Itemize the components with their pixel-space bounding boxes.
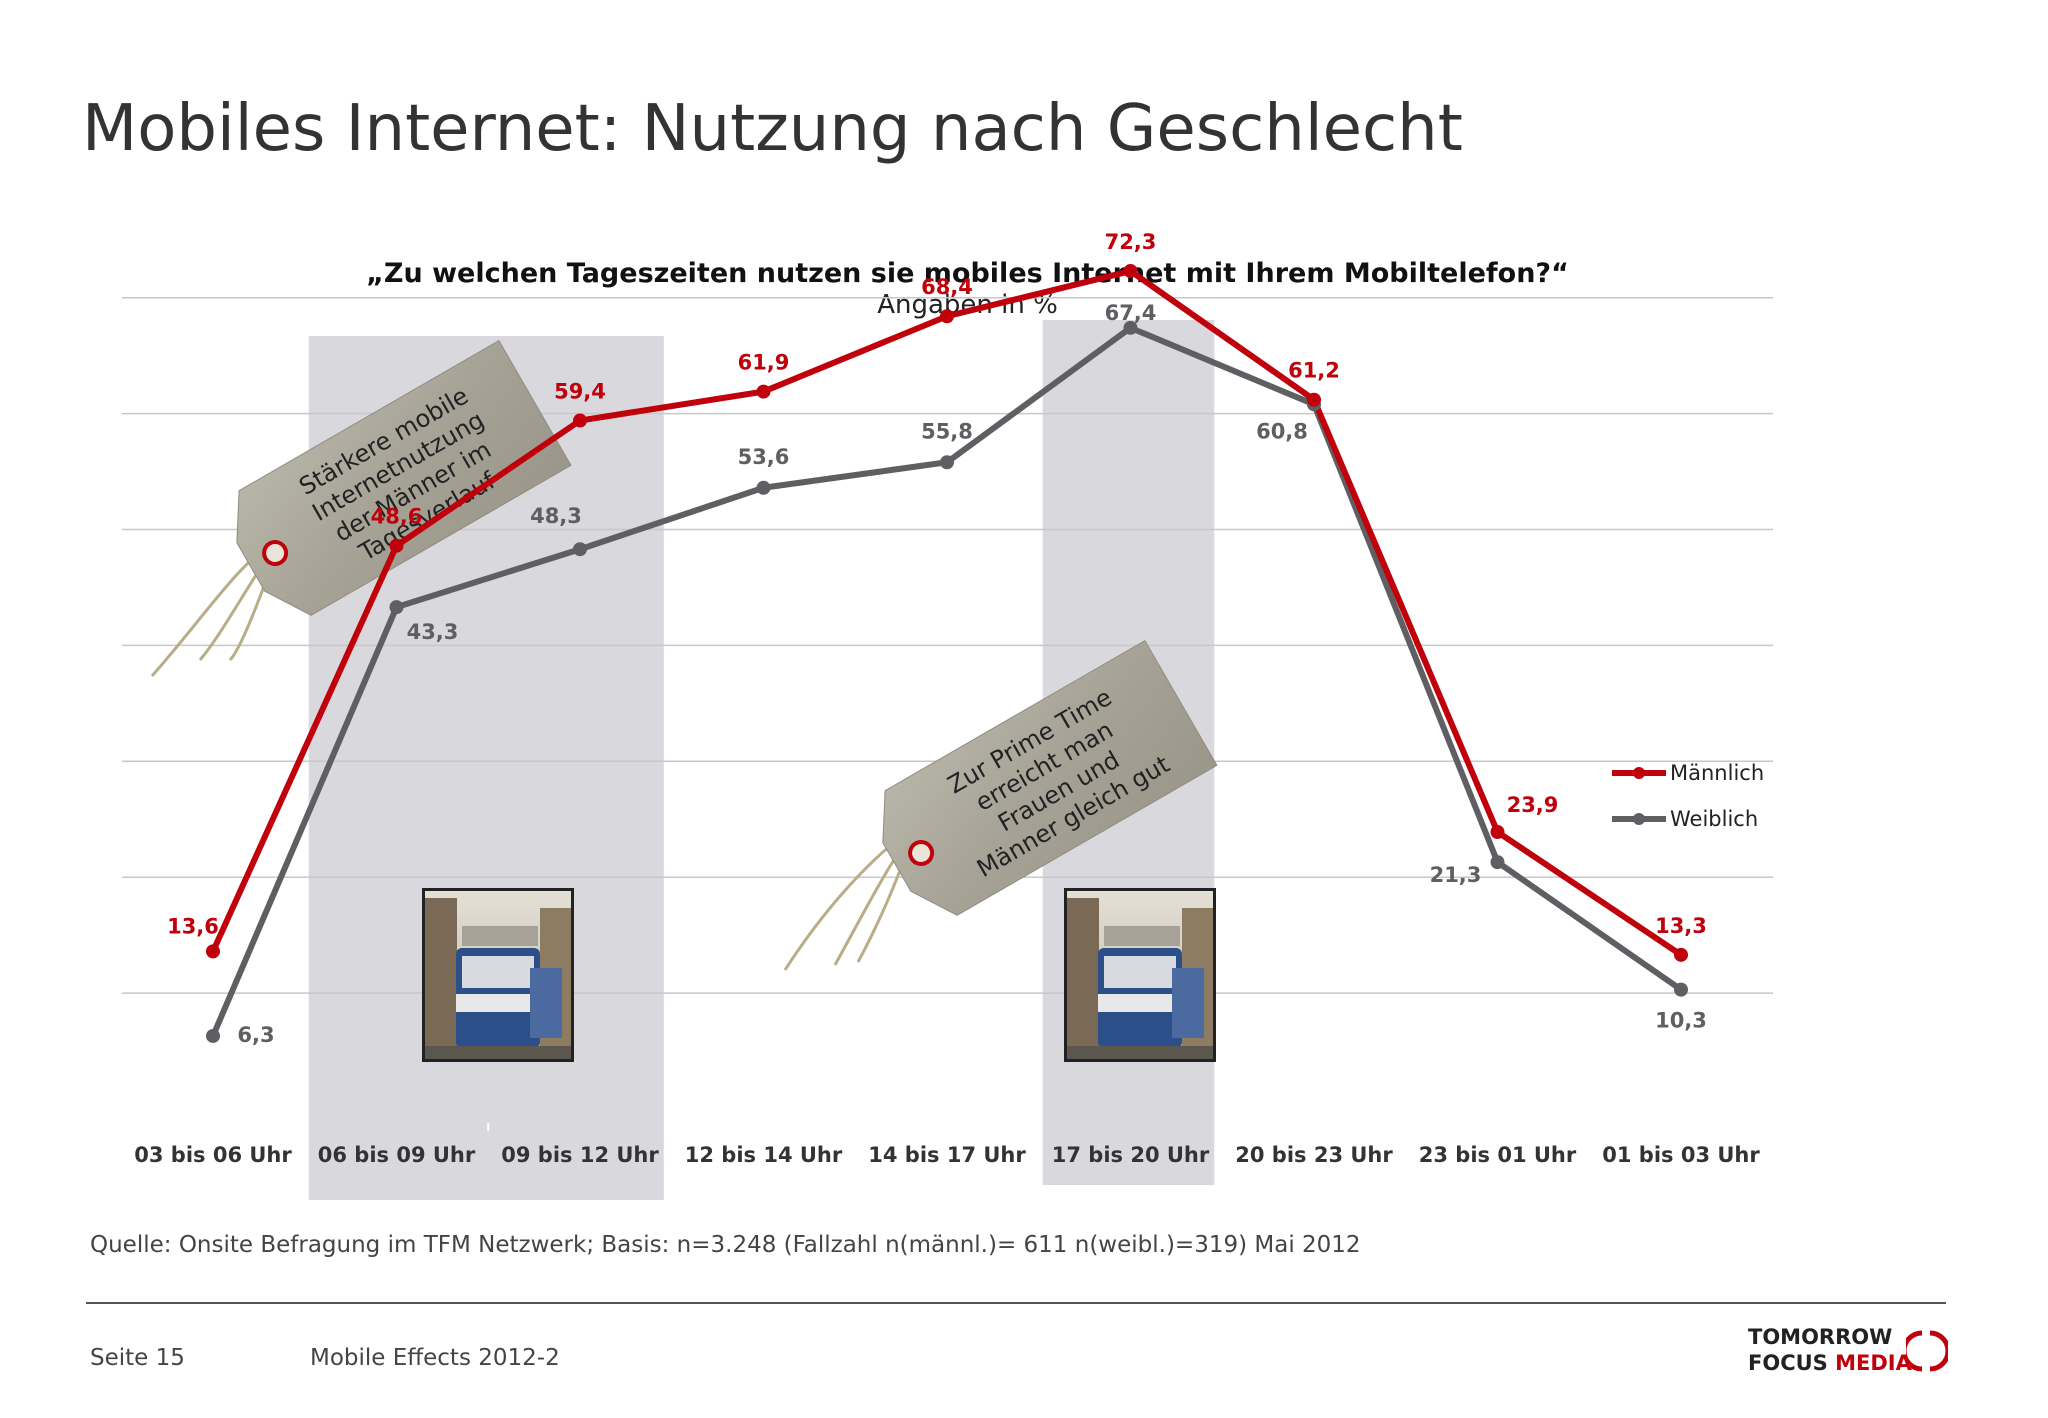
data-label: 61,2 <box>1288 359 1340 383</box>
report-name: Mobile Effects 2012-2 <box>310 1345 560 1371</box>
logo-mark-icon <box>1906 1330 1948 1372</box>
page-title: Mobiles Internet: Nutzung nach Geschlech… <box>82 92 1463 166</box>
data-point-weiblich <box>206 1028 220 1043</box>
legend-marker <box>1633 813 1645 825</box>
legend-label: Männlich <box>1670 761 1764 785</box>
data-label: 10,3 <box>1655 1009 1707 1033</box>
street <box>1067 1046 1213 1059</box>
tram-photo <box>1064 888 1216 1062</box>
data-label: 48,3 <box>530 504 582 528</box>
tag-eyelet <box>262 540 289 566</box>
tag-shape <box>236 339 572 616</box>
x-axis-labels: 03 bis 06 Uhr 06 bis 09 Uhr 09 bis 12 Uhr 1… <box>134 1143 1760 1167</box>
data-point-weiblich <box>940 455 954 470</box>
data-point-weiblich <box>756 480 771 495</box>
data-point-maennlich <box>1490 824 1505 839</box>
data-label: 55,8 <box>921 419 973 443</box>
data-point-maennlich <box>1307 392 1321 407</box>
data-point-maennlich <box>1123 264 1138 279</box>
data-label: 43,3 <box>407 620 459 644</box>
data-label: 21,3 <box>1430 863 1482 887</box>
data-label: 23,9 <box>1507 793 1559 817</box>
tram-stripe <box>1098 994 1182 1012</box>
source-note: Quelle: Onsite Befragung im TFM Netzwerk… <box>90 1232 1361 1258</box>
data-point-maennlich <box>206 944 220 959</box>
tram-window <box>462 956 534 988</box>
data-labels: 6,3 43,3 48,3 53,6 55,8 67,4 60,8 21,3 10,3 13,6 4… <box>167 230 1707 1047</box>
data-point-maennlich <box>1674 947 1688 962</box>
data-label: 67,4 <box>1105 301 1157 325</box>
x-tick-label: 06 bis 09 Uhr <box>318 1143 476 1167</box>
data-label: 48,6 <box>371 505 423 529</box>
data-point-maennlich <box>573 413 587 428</box>
tram-window <box>1104 956 1176 988</box>
x-tick-label: 23 bis 01 Uhr <box>1419 1143 1577 1167</box>
data-label: 72,3 <box>1105 230 1157 254</box>
data-label: 68,4 <box>921 275 973 299</box>
tram-photo <box>422 888 574 1062</box>
building-mid <box>1104 926 1180 946</box>
building-left <box>425 898 457 1048</box>
data-point-weiblich <box>1490 855 1505 870</box>
data-label: 13,3 <box>1655 914 1707 938</box>
data-label: 53,6 <box>738 445 790 469</box>
data-label: 59,4 <box>554 380 606 404</box>
data-point-weiblich <box>1674 982 1688 997</box>
logo-line1: TOMORROW <box>1748 1325 1893 1349</box>
data-point-weiblich <box>573 542 587 557</box>
data-point-maennlich <box>940 309 954 324</box>
legend-label: Weiblich <box>1670 807 1758 831</box>
data-point-weiblich <box>389 600 404 615</box>
x-tick-label: 01 bis 03 Uhr <box>1602 1143 1760 1167</box>
legend-marker <box>1633 767 1645 779</box>
data-point-maennlich <box>756 384 771 399</box>
building-left <box>1067 898 1099 1048</box>
x-tick-label: 12 bis 14 Uhr <box>685 1143 843 1167</box>
series-points <box>206 264 1688 1043</box>
footer-divider <box>86 1302 1946 1304</box>
tag-shape <box>882 639 1218 916</box>
data-point-weiblich <box>1123 320 1138 335</box>
data-label: 6,3 <box>237 1023 274 1047</box>
logo-focus: FOCUS <box>1748 1351 1836 1375</box>
chart-question: „Zu welchen Tageszeiten nutzen sie mobil… <box>366 258 1569 289</box>
street <box>425 1046 571 1059</box>
logo-media: MEDIA <box>1835 1351 1912 1375</box>
building-mid <box>462 926 538 946</box>
page-number: Seite 15 <box>90 1345 185 1371</box>
logo-line2: FOCUS MEDIA <box>1748 1351 1912 1375</box>
legend: Männlich Weiblich <box>1612 761 1764 831</box>
tram-stripe <box>456 994 540 1012</box>
x-tick-label: 17 bis 20 Uhr <box>1052 1143 1210 1167</box>
company-logo: TOMORROW FOCUS MEDIA <box>1748 1325 1948 1375</box>
tram-photos <box>422 888 1216 1062</box>
data-label: 13,6 <box>167 914 219 938</box>
data-label: 61,9 <box>738 351 790 375</box>
x-tick-label: 09 bis 12 Uhr <box>501 1143 659 1167</box>
x-tick-label: 20 bis 23 Uhr <box>1235 1143 1393 1167</box>
line-chart: Stärkere mobileInternetnutzungder Männer… <box>120 230 1774 1200</box>
tag-eyelet <box>908 840 935 866</box>
tram-rear <box>530 968 562 1038</box>
data-point-maennlich <box>389 538 404 553</box>
x-tick-label: 14 bis 17 Uhr <box>868 1143 1026 1167</box>
x-tick-label: 03 bis 06 Uhr <box>134 1143 292 1167</box>
tram-rear <box>1172 968 1204 1038</box>
data-label: 60,8 <box>1256 419 1308 443</box>
